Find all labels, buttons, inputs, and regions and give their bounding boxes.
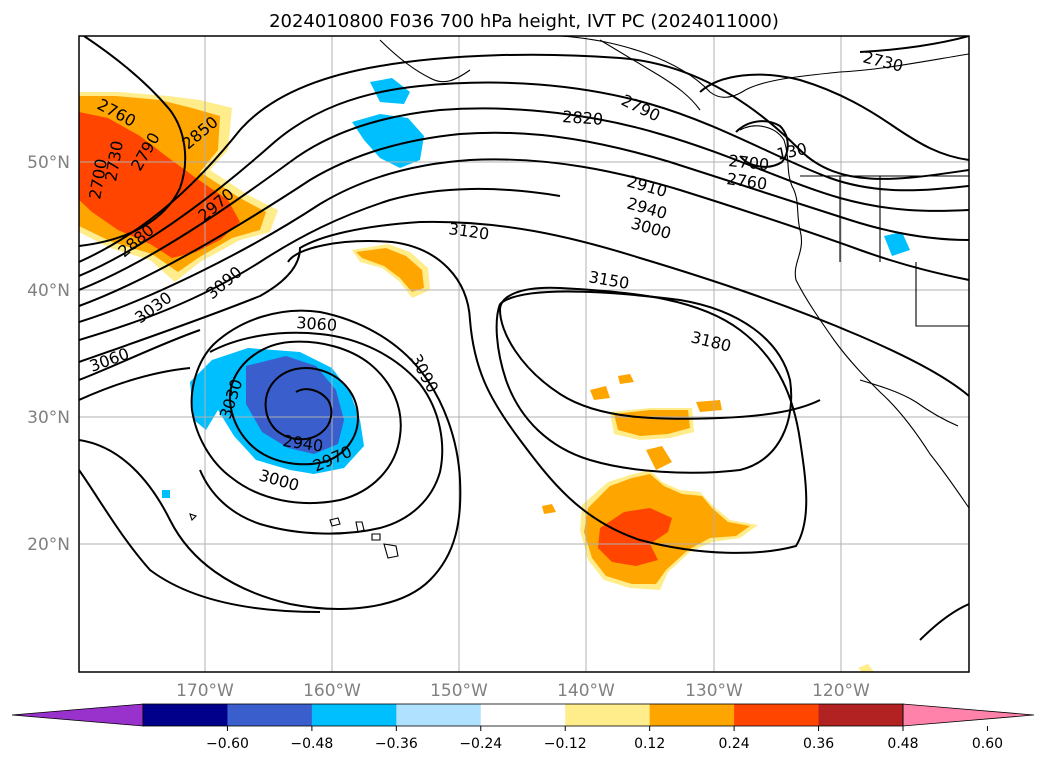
colorbar-arrow-low [11,703,144,727]
colorbar-segment [396,704,482,726]
colorbar-tick-label: 0.24 [719,736,750,752]
colorbar-segment [143,704,228,726]
colorbar-tick-label: −0.24 [459,736,502,752]
lon-label-150w: 150°W [430,681,488,701]
ivt-shading [79,78,910,672]
colorbar-segment [227,704,313,726]
lat-label-50n: 50°N [27,153,70,173]
lon-label-170w: 170°W [176,681,234,701]
longitude-labels: 170°W 160°W 150°W 140°W 130°W 120°W [176,681,870,701]
colorbar-segment [818,704,904,726]
colorbar-tick-label: 0.48 [887,736,918,752]
colorbar-tick-label: 0.36 [803,736,834,752]
plot-frame [78,35,970,673]
colorbar-frame [142,703,904,727]
colorbar-segment [480,704,566,726]
colorbar-segment [649,704,735,726]
contour-label: 3060 [296,313,338,335]
colorbar-tick-label: −0.36 [375,736,418,752]
colorbar-tick-label: −0.48 [290,736,333,752]
contour-label: 2820 [562,107,604,129]
colorbar: −0.60 −0.48 −0.36 −0.24 −0.12 0.12 0.24 0.36 0.4… [11,703,1035,752]
map-title: 2024010800 F036 700 hPa height, IVT PC (… [269,11,779,32]
coastlines [189,36,969,559]
colorbar-tick-label: 0.60 [972,736,1003,752]
colorbar-tick-label: −0.60 [206,736,249,752]
lon-label-120w: 120°W [812,681,870,701]
colorbar-arrow-high [902,703,1035,727]
lat-label-40n: 40°N [27,281,70,301]
colorbar-segment [734,704,820,726]
colorbar-tick-label: 0.12 [634,736,665,752]
ivt-negative-north [352,114,424,168]
lat-label-30n: 30°N [27,408,70,428]
plot-area: 2760 2790 2850 2700 2730 2970 2880 3090 … [79,36,969,672]
lon-label-140w: 140°W [557,681,615,701]
colorbar-segment [565,704,651,726]
contour-label: 2700 [728,151,770,174]
colorbar-tick-label: −0.12 [544,736,587,752]
lat-label-20n: 20°N [27,535,70,555]
height-contours [79,36,969,641]
colorbar-segment [311,704,397,726]
gridlines [79,36,969,672]
latitude-labels: 50°N 40°N 30°N 20°N [27,153,70,555]
lon-label-160w: 160°W [303,681,361,701]
lon-label-130w: 130°W [685,681,743,701]
